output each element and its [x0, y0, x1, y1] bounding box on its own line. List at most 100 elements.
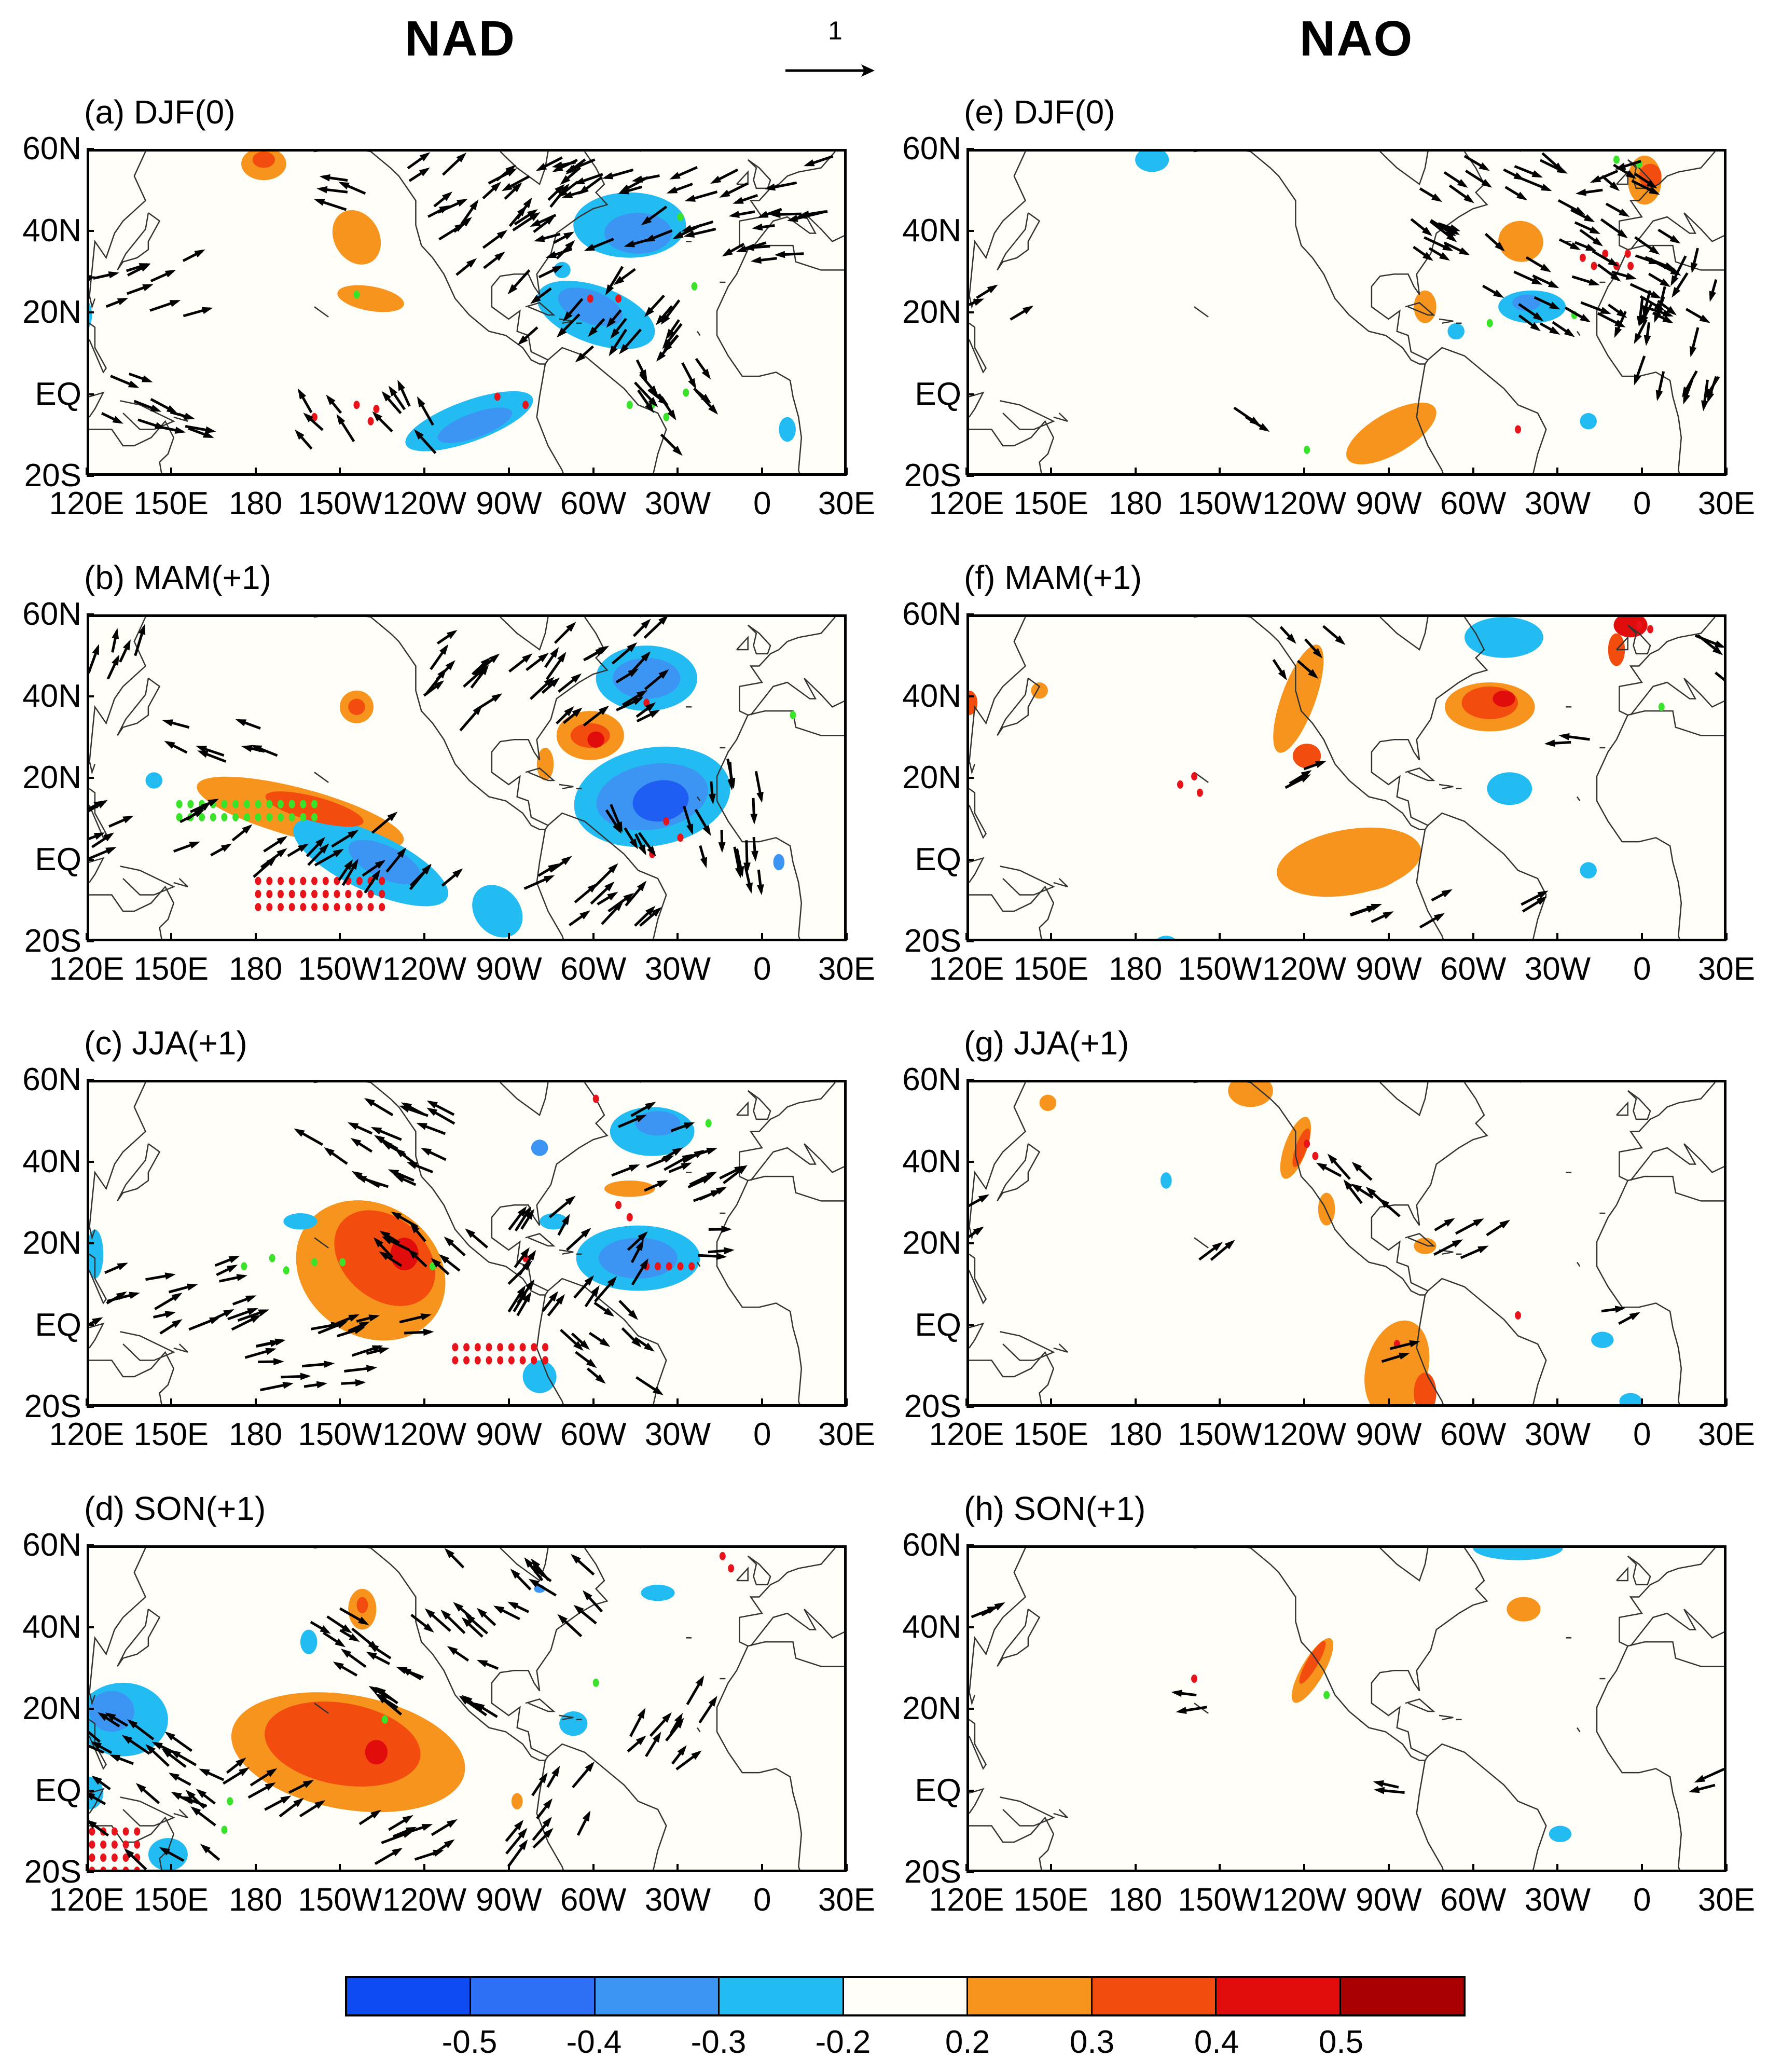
wind-vector [625, 881, 647, 907]
wind-vector [1525, 256, 1552, 272]
wind-vector [616, 697, 644, 711]
coastline [716, 715, 803, 939]
coastline [969, 391, 985, 418]
wind-vector [1541, 152, 1564, 173]
wind-vector [575, 345, 595, 363]
wind-vector [1463, 155, 1490, 171]
coastline [1371, 1082, 1488, 1296]
positive-anomaly-region [969, 690, 978, 715]
lon-tick-label: 30W [644, 1882, 711, 1918]
wind-vector [627, 1735, 646, 1753]
coastline [313, 152, 545, 365]
wind-vector [164, 1731, 192, 1752]
wind-vector [164, 740, 188, 754]
wind-vector [1381, 1352, 1410, 1363]
wind-vector [351, 1345, 383, 1357]
lon-tick-mark [1556, 1864, 1559, 1871]
significance-dot [199, 813, 205, 821]
wind-vector [531, 1558, 550, 1581]
wind-vector [351, 1627, 379, 1651]
lon-tick-label: 0 [1633, 1417, 1651, 1452]
lat-tick-mark [87, 858, 94, 861]
coastline [89, 857, 105, 883]
wind-vector [631, 174, 660, 183]
lat-tick-mark [87, 777, 94, 779]
lon-tick-mark [423, 1864, 426, 1871]
lat-tick-label: 20N [22, 294, 81, 330]
wind-vector [153, 1311, 176, 1319]
positive-anomaly-region [587, 731, 604, 748]
colorbar-label: 0.3 [1069, 2024, 1115, 2060]
lon-tick-mark [1725, 1864, 1728, 1871]
coastline [173, 1809, 188, 1819]
significance-dot [322, 876, 329, 885]
lon-tick-label: 180 [1108, 1417, 1163, 1452]
wind-vector [89, 800, 105, 811]
significance-dot [322, 889, 329, 898]
coastline [1053, 878, 1068, 888]
wind-vector [1419, 187, 1443, 202]
significance-dot [255, 876, 261, 885]
wind-vector [1544, 739, 1571, 747]
wind-vector [179, 809, 205, 824]
significance-dot [100, 1840, 107, 1849]
significance-dot [463, 1343, 470, 1352]
lon-tick-mark [846, 468, 848, 475]
colorbar-cell [471, 1978, 596, 2014]
wind-vector [644, 1180, 668, 1192]
wind-vector [98, 1712, 120, 1727]
wind-vector [728, 210, 755, 218]
wind-vector [200, 1844, 220, 1861]
significance-dot [663, 413, 670, 421]
wind-vector [89, 1745, 104, 1754]
significance-dot [1636, 621, 1642, 629]
colorbar-label: -0.5 [441, 2024, 498, 2060]
wind-vector [408, 167, 430, 182]
significance-dot [1486, 319, 1493, 327]
panel-label-e: (e) DJF(0) [964, 93, 1115, 131]
wind-vector [557, 1614, 583, 1638]
lat-tick-label: EQ [35, 1772, 81, 1808]
lat-tick-label: EQ [35, 1307, 81, 1343]
wind-vector [621, 1327, 642, 1348]
positive-anomaly-region [365, 1740, 388, 1765]
wind-vector [1570, 209, 1595, 223]
coastline [1627, 624, 1651, 655]
significance-dot [705, 1119, 712, 1128]
lon-tick-label: 90W [476, 1417, 542, 1452]
wind-vector [618, 1300, 638, 1320]
wind-vector [645, 1732, 661, 1758]
wind-vector [1373, 1780, 1399, 1789]
wind-vector [646, 1155, 674, 1169]
coastline [969, 857, 985, 883]
coastline [747, 1090, 771, 1120]
significance-dot [1312, 1151, 1319, 1160]
lon-tick-label: 90W [1356, 951, 1422, 987]
lon-tick-label: 150E [1013, 486, 1089, 522]
wind-vector [1428, 247, 1451, 261]
wind-vector [476, 1659, 499, 1670]
wind-vector [110, 375, 140, 388]
coastline [747, 624, 771, 655]
wind-vector [573, 1604, 597, 1625]
wind-vector [303, 413, 324, 431]
positive-anomaly-region [1498, 221, 1543, 262]
coastline [1627, 244, 1724, 271]
wind-vector [366, 1651, 391, 1665]
lon-tick-mark [1725, 933, 1728, 940]
significance-dot [221, 1826, 228, 1834]
lon-tick-mark [1556, 933, 1559, 940]
significance-dot [463, 1356, 470, 1365]
wind-vector [476, 1608, 496, 1626]
lon-tick-mark [1049, 1398, 1052, 1406]
significance-dot [243, 800, 250, 808]
wind-vector [727, 762, 735, 791]
significance-dot [176, 813, 183, 821]
lon-tick-label: 180 [228, 486, 283, 522]
wind-vector [505, 1820, 524, 1842]
wind-vector [1171, 1690, 1197, 1697]
significance-dot [227, 1797, 233, 1806]
coastline [1439, 1714, 1454, 1721]
lon-tick-mark [1387, 1864, 1390, 1871]
significance-dot [111, 1827, 118, 1836]
